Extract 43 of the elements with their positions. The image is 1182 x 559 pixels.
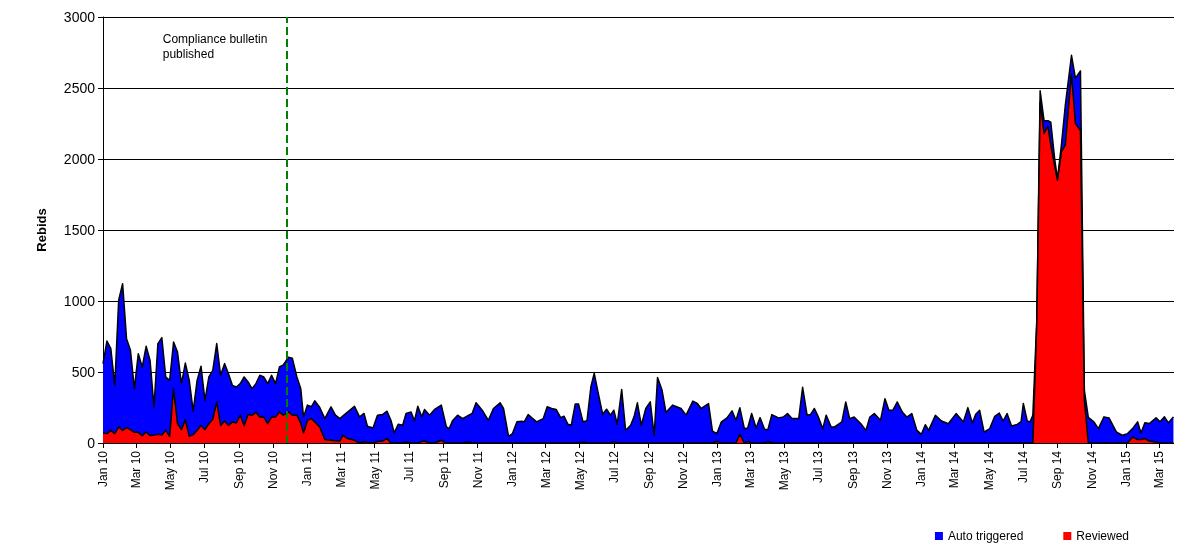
y-tick-label: 500 [71, 364, 96, 380]
x-tick-label: Nov 10 [266, 450, 281, 490]
x-tick-label: Sep 12 [641, 450, 656, 490]
x-tick-label: Jul 12 [606, 450, 621, 484]
y-tick-label: 3000 [63, 9, 96, 25]
y-tick-label: 1500 [63, 222, 96, 238]
x-tick-label: Mar 13 [742, 450, 757, 489]
y-tick-label: 1000 [63, 293, 96, 309]
x-tick-label: Jan 15 [1118, 450, 1133, 488]
x-tick-label: Mar 12 [538, 450, 553, 489]
x-tick-label: Nov 14 [1084, 450, 1099, 490]
x-tick-label: Jul 11 [401, 450, 416, 483]
x-tick-label: May 10 [163, 450, 178, 491]
y-axis-title: Rebids [34, 208, 49, 252]
x-tick-label: Jan 14 [914, 450, 929, 488]
x-tick-label: May 11 [367, 450, 382, 490]
x-tick-label: Jul 14 [1015, 450, 1030, 484]
x-tick-label: Sep 14 [1050, 450, 1065, 490]
x-tick-label: Sep 13 [846, 450, 861, 490]
x-tick-label: Jul 10 [197, 450, 212, 484]
y-tick-label: 0 [87, 435, 96, 451]
x-tick-label: Mar 11 [333, 450, 348, 488]
x-tick-label: Mar 10 [129, 450, 144, 489]
x-tick-label: Nov 13 [880, 450, 895, 490]
x-tick-label: Mar 14 [947, 450, 962, 489]
x-tick-label: May 13 [777, 450, 792, 491]
x-tick-label: Jan 13 [709, 450, 724, 488]
x-tick-label: May 14 [981, 450, 996, 491]
y-tick-label: 2000 [63, 151, 96, 167]
y-tick-label: 2500 [63, 80, 96, 96]
x-tick-label: Jan 12 [504, 450, 519, 488]
legend-label: Auto triggered [947, 529, 1024, 543]
x-tick-label: May 12 [572, 450, 587, 491]
ref-line-label: Compliance bulletin published [162, 31, 271, 61]
x-tick-label: Nov 11 [470, 450, 485, 489]
x-tick-label: Nov 12 [675, 450, 690, 490]
x-tick-label: Sep 11 [436, 450, 451, 489]
x-tick-label: Mar 15 [1151, 450, 1166, 489]
legend-label: Reviewed [1076, 529, 1130, 543]
x-tick-label: Jan 10 [96, 450, 110, 488]
x-tick-label: Jul 13 [811, 450, 826, 484]
x-tick-label: Jan 11 [300, 450, 315, 487]
x-tick-label: Sep 10 [232, 450, 247, 490]
